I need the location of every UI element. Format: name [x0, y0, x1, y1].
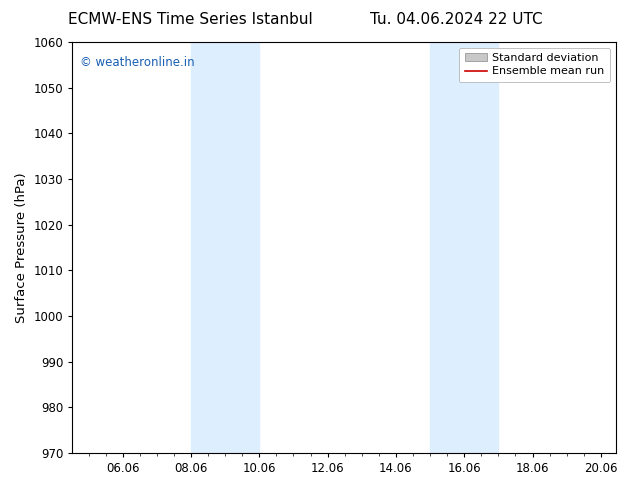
Y-axis label: Surface Pressure (hPa): Surface Pressure (hPa)	[15, 172, 28, 323]
Bar	[191, 42, 259, 453]
Text: © weatheronline.in: © weatheronline.in	[81, 56, 195, 70]
Bar	[430, 42, 498, 453]
Text: ECMW-ENS Time Series Istanbul: ECMW-ENS Time Series Istanbul	[68, 12, 313, 27]
Legend: Standard deviation, Ensemble mean run: Standard deviation, Ensemble mean run	[459, 48, 611, 82]
Text: Tu. 04.06.2024 22 UTC: Tu. 04.06.2024 22 UTC	[370, 12, 543, 27]
